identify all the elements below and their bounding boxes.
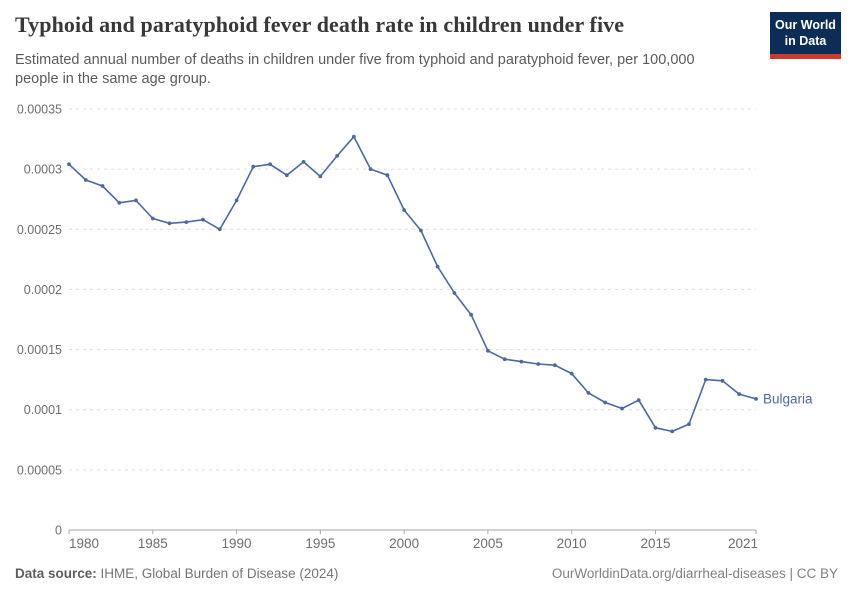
data-point[interactable] (653, 425, 658, 430)
x-tick-label: 2000 (389, 536, 419, 551)
x-tick-label: 1990 (222, 536, 252, 551)
data-point[interactable] (502, 357, 507, 362)
data-point[interactable] (301, 160, 306, 164)
data-point[interactable] (419, 228, 423, 233)
x-tick-label: 2010 (557, 536, 587, 551)
data-point[interactable] (318, 174, 323, 179)
data-point[interactable] (703, 377, 708, 382)
y-tick-label: 0.0001 (24, 403, 62, 417)
chart-title: Typhoid and paratyphoid fever death rate… (15, 12, 625, 37)
data-point[interactable] (234, 198, 239, 203)
data-point[interactable] (670, 429, 675, 434)
credit-link[interactable]: OurWorldinData.org/diarrheal-diseases | … (551, 566, 838, 581)
data-point[interactable] (67, 162, 71, 167)
data-point[interactable] (83, 178, 88, 182)
y-tick-label: 0.0002 (24, 283, 62, 297)
data-point[interactable] (201, 217, 205, 222)
y-tick-label: 0.00015 (17, 343, 62, 357)
data-point[interactable] (150, 216, 155, 221)
data-point[interactable] (536, 362, 541, 366)
data-point[interactable] (134, 198, 138, 203)
data-point[interactable] (486, 348, 490, 353)
data-point[interactable] (620, 406, 624, 411)
x-tick-label: 2005 (473, 536, 503, 551)
data-point[interactable] (352, 134, 356, 139)
data-point[interactable] (335, 154, 339, 158)
data-point[interactable] (519, 359, 524, 364)
owid-logo-line2: in Data (784, 33, 827, 48)
y-tick-label: 0.00005 (17, 463, 62, 477)
data-point[interactable] (117, 200, 122, 205)
data-point[interactable] (754, 397, 758, 401)
data-point[interactable] (687, 422, 691, 426)
data-point[interactable] (553, 363, 557, 368)
series-line (68, 135, 757, 433)
y-tick-label: 0.0003 (24, 163, 62, 177)
data-point[interactable] (720, 378, 725, 383)
data-source-text: IHME, Global Burden of Disease (2024) (100, 566, 339, 581)
data-point[interactable] (586, 391, 591, 395)
x-tick-label: 2021 (728, 536, 758, 551)
data-point[interactable] (636, 398, 641, 402)
x-tick-label: 2015 (640, 536, 670, 551)
data-point[interactable] (435, 264, 440, 269)
data-point[interactable] (368, 167, 373, 172)
y-tick-label: 0 (55, 524, 62, 538)
data-point[interactable] (569, 371, 574, 376)
data-point[interactable] (217, 227, 222, 232)
y-tick-label: 0.00025 (17, 223, 62, 237)
data-point[interactable] (452, 291, 457, 295)
chart-footer: Data source: IHME, Global Burden of Dise… (15, 566, 838, 581)
chart-subtitle: Estimated annual number of deaths in chi… (15, 52, 695, 88)
data-point[interactable] (402, 208, 406, 212)
data-point[interactable] (385, 173, 390, 178)
y-tick-label: 0.00035 (17, 103, 62, 117)
x-tick-label: 1995 (305, 536, 335, 551)
owid-logo[interactable]: Our World in Data (770, 12, 841, 60)
x-tick-label: 1985 (138, 536, 168, 551)
data-point[interactable] (603, 400, 608, 405)
data-point[interactable] (251, 164, 256, 169)
data-source: Data source: IHME, Global Burden of Dise… (15, 566, 338, 581)
line-chart-canvas: 0 0.00005 0.0001 0.00015 0.0002 0.00025 0.0003… (17, 103, 813, 552)
data-point[interactable] (469, 312, 473, 317)
data-point[interactable] (167, 221, 172, 226)
data-point[interactable] (268, 162, 272, 167)
data-point[interactable] (737, 392, 742, 396)
data-source-label: Data source: (15, 566, 97, 581)
series-end-label[interactable]: Bulgaria (763, 391, 813, 406)
x-tick-label: 1980 (69, 536, 99, 551)
data-point[interactable] (284, 173, 289, 178)
data-point[interactable] (100, 184, 105, 188)
owid-logo-line1: Our World (775, 18, 836, 32)
data-point[interactable] (184, 220, 189, 225)
